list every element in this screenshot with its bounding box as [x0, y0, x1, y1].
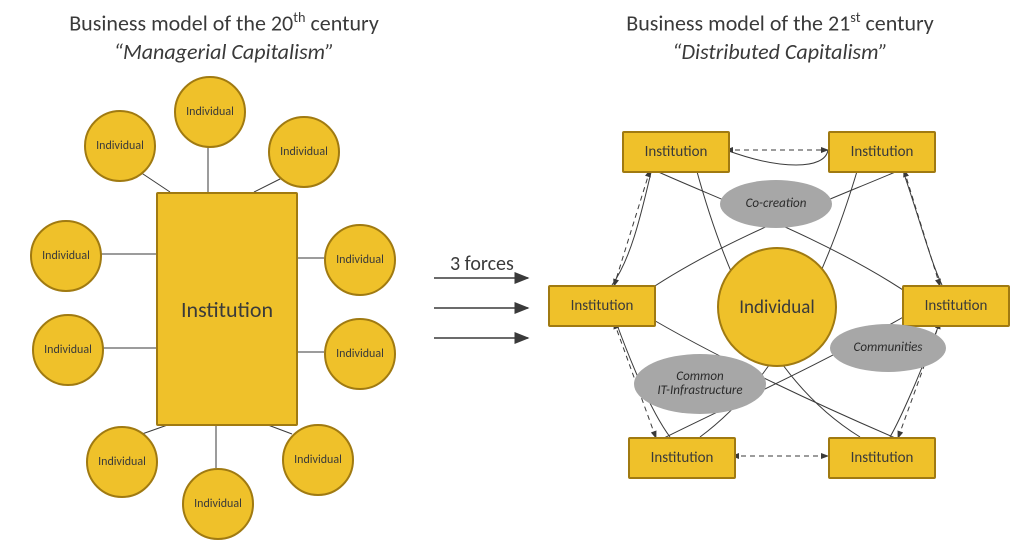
individual-center-circle: Individual [717, 247, 837, 367]
individual-circle-label: Individual [294, 453, 342, 467]
individual-circle: Individual [182, 468, 254, 540]
individual-circle: Individual [282, 424, 354, 496]
individual-circle: Individual [32, 314, 104, 386]
institution-box-label: Institution [571, 297, 634, 315]
institution-rect-label: Institution [181, 296, 273, 323]
annotation-ellipse: Communities [830, 324, 946, 372]
individual-circle-label: Individual [44, 343, 92, 357]
annotation-ellipse-label: Co-creation [746, 197, 807, 211]
forces-label: 3 forces [450, 252, 514, 276]
institution-box: Institution [628, 437, 736, 479]
right-title-pre: Business model of the 21 [626, 9, 850, 36]
annotation-ellipse: Co-creation [720, 180, 832, 228]
left-title-post: century [306, 9, 379, 36]
diagram-stage: Business model of the 20th century “Mana… [0, 0, 1024, 553]
right-title-post: century [861, 9, 934, 36]
individual-circle-label: Individual [336, 253, 384, 267]
individual-circle-label: Individual [98, 455, 146, 469]
individual-center-label: Individual [739, 296, 814, 319]
institution-box-label: Institution [925, 297, 988, 315]
individual-circle: Individual [324, 224, 396, 296]
right-title: Business model of the 21st century “Dist… [570, 8, 990, 67]
individual-circle-label: Individual [42, 249, 90, 263]
institution-box: Institution [902, 285, 1010, 327]
center-arrows [434, 278, 528, 338]
individual-circle: Individual [174, 76, 246, 148]
individual-circle: Individual [324, 318, 396, 390]
right-title-line2: “Distributed Capitalism” [570, 38, 990, 67]
individual-circle-label: Individual [280, 145, 328, 159]
left-title-pre: Business model of the 20 [69, 9, 293, 36]
annotation-ellipse: Common IT-Infrastructure [634, 354, 766, 414]
right-title-sup: st [850, 8, 860, 26]
institution-box-label: Institution [851, 449, 914, 467]
individual-circle: Individual [84, 110, 156, 182]
annotation-ellipse-label: Common IT-Infrastructure [657, 370, 742, 399]
institution-box: Institution [548, 285, 656, 327]
individual-circle: Individual [86, 426, 158, 498]
right-title-line1: Business model of the 21st century [570, 8, 990, 38]
institution-box-label: Institution [645, 143, 708, 161]
institution-box: Institution [828, 131, 936, 173]
left-title-line2: “Managerial Capitalism” [14, 38, 434, 67]
institution-box-label: Institution [851, 143, 914, 161]
left-title-sup: th [293, 8, 305, 26]
individual-circle-label: Individual [96, 139, 144, 153]
institution-box-label: Institution [651, 449, 714, 467]
individual-circle: Individual [268, 116, 340, 188]
annotation-ellipse-label: Communities [854, 341, 923, 355]
left-title-line1: Business model of the 20th century [14, 8, 434, 38]
institution-box: Institution [828, 437, 936, 479]
left-title: Business model of the 20th century “Mana… [14, 8, 434, 67]
individual-circle-label: Individual [186, 105, 234, 119]
institution-rect: Institution [156, 192, 298, 426]
individual-circle-label: Individual [336, 347, 384, 361]
individual-circle-label: Individual [194, 497, 242, 511]
institution-box: Institution [622, 131, 730, 173]
individual-circle: Individual [30, 220, 102, 292]
